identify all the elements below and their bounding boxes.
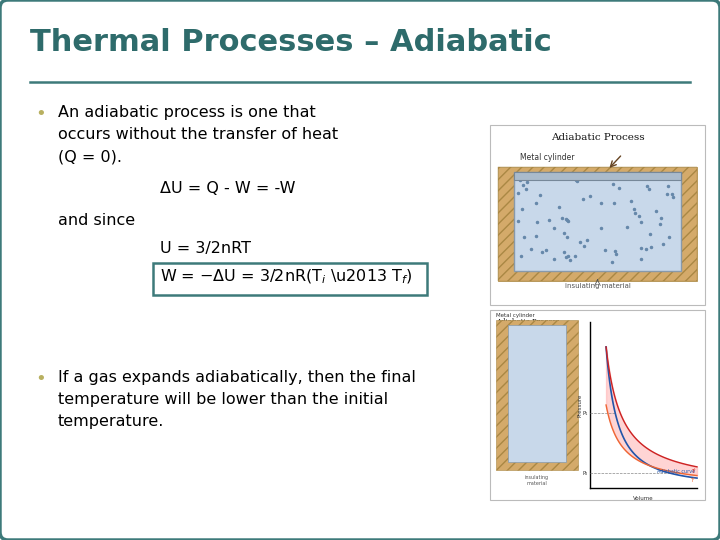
Text: Metal cylinder: Metal cylinder <box>496 313 535 318</box>
Text: •: • <box>35 105 46 123</box>
Text: Pressure: Pressure <box>577 393 582 417</box>
Bar <box>508 325 566 462</box>
Text: insulating material: insulating material <box>564 283 631 289</box>
Bar <box>498 167 697 281</box>
Text: (Q = 0).: (Q = 0). <box>58 149 122 164</box>
Bar <box>514 172 681 271</box>
Text: temperature.: temperature. <box>58 414 164 429</box>
Text: Tᴵ: Tᴵ <box>690 469 695 474</box>
Text: Adiabatic Process: Adiabatic Process <box>496 318 559 326</box>
Text: and since: and since <box>58 213 135 228</box>
Text: ΔU = Q - W = -W: ΔU = Q - W = -W <box>160 181 295 196</box>
Text: U = 3/2nRT: U = 3/2nRT <box>160 241 251 256</box>
Bar <box>490 310 705 500</box>
Text: Thermal Processes – Adiabatic: Thermal Processes – Adiabatic <box>30 28 552 57</box>
Bar <box>490 125 705 305</box>
Text: Tᶠ: Tᶠ <box>690 477 695 483</box>
Text: insulating
material: insulating material <box>525 475 549 486</box>
Text: Volume: Volume <box>633 496 654 501</box>
Text: P₁: P₁ <box>582 410 588 416</box>
Bar <box>496 320 578 470</box>
Text: •: • <box>35 370 46 388</box>
Bar <box>514 172 681 180</box>
Bar <box>498 167 697 281</box>
Text: occurs without the transfer of heat: occurs without the transfer of heat <box>58 127 338 142</box>
Text: Adiabatic curve: Adiabatic curve <box>657 469 695 474</box>
Text: P₂: P₂ <box>582 471 588 476</box>
Text: temperature will be lower than the initial: temperature will be lower than the initi… <box>58 392 388 407</box>
FancyBboxPatch shape <box>153 263 427 295</box>
Text: An adiabatic process is one that: An adiabatic process is one that <box>58 105 316 120</box>
Text: W = $-\Delta$U = 3/2nR(T$_i$ \u2013 T$_f$): W = $-\Delta$U = 3/2nR(T$_i$ \u2013 T$_f… <box>160 268 413 286</box>
Text: Metal cylinder: Metal cylinder <box>520 153 575 162</box>
Text: If a gas expands adiabatically, then the final: If a gas expands adiabatically, then the… <box>58 370 416 385</box>
Text: Adiabatic Process: Adiabatic Process <box>551 133 644 142</box>
